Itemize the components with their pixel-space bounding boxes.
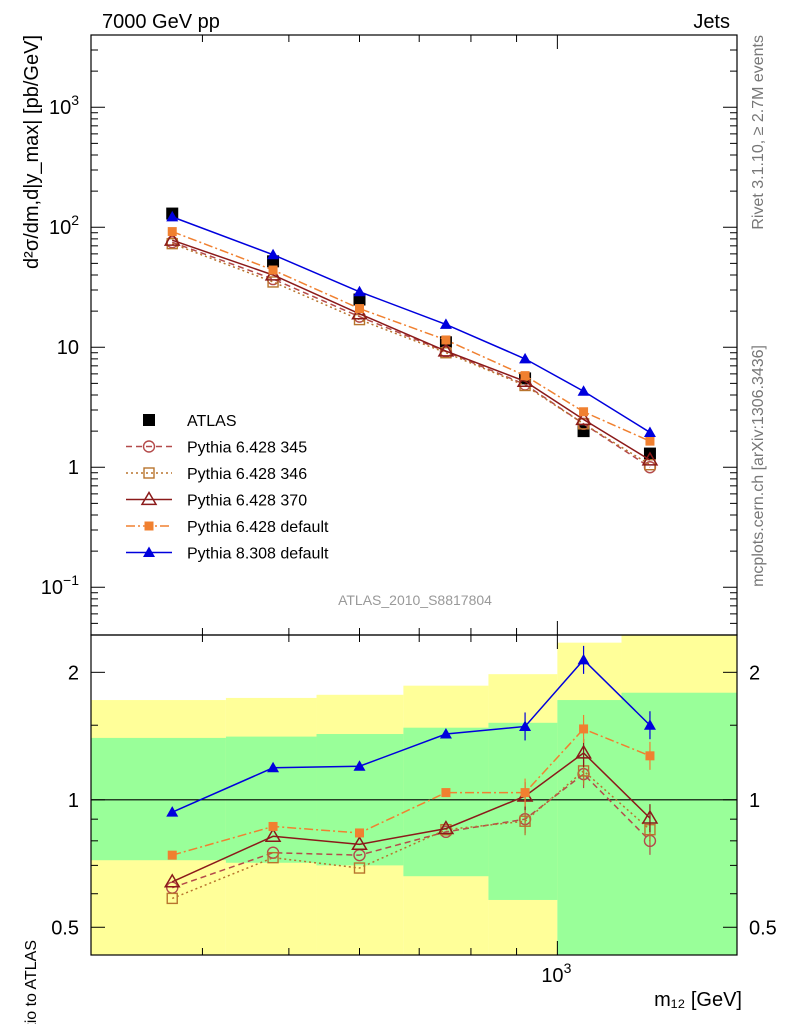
main-point-pythia-6-428-370	[575, 411, 592, 426]
inner-band-bin	[403, 727, 489, 877]
energy-label: 7000 GeV pp	[102, 11, 220, 33]
main-point-pythia-6-428-default	[645, 436, 655, 446]
main-y-tick-label: 102	[49, 212, 79, 239]
legend-marker-pythia-8-308-default	[143, 546, 155, 557]
main-point-pythia-8-308-default	[519, 352, 532, 364]
rivet-label: Rivet 3.1.10, ≥ 2.7M events	[750, 35, 767, 230]
ratio-point-pythia-8-308-default	[577, 653, 590, 665]
inner-band-bin	[91, 737, 226, 861]
main-point-pythia-6-428-default	[579, 407, 589, 417]
main-point-pythia-8-308-default	[439, 318, 452, 329]
main-point-atlas	[267, 255, 280, 268]
ratio-line-pythia-6-428-345	[171, 773, 651, 889]
main-point-pythia-8-308-default	[577, 385, 590, 396]
legend-label-pythia-6-428-346: Pythia 6.428 346	[187, 466, 307, 483]
analysis-watermark: ATLAS_2010_S8817804	[338, 592, 492, 608]
main-point-pythia-8-308-default	[643, 426, 656, 437]
ratio-point-pythia-8-308-default	[439, 728, 452, 739]
ratio-point-pythia-6-428-default	[579, 724, 589, 734]
main-point-pythia-6-428-default	[441, 335, 451, 345]
ratio-point-pythia-6-428-default	[354, 828, 364, 838]
legend-marker-pythia-6-428-default	[144, 521, 154, 531]
main-point-pythia-6-428-370	[163, 231, 181, 246]
main-y-tick-label: 10−1	[41, 572, 79, 599]
legend-marker-pythia-6-428-370	[140, 491, 158, 506]
main-point-atlas	[353, 293, 366, 306]
main-point-pythia-6-428-370	[641, 451, 659, 466]
ratio-y-tick-label-left: 2	[68, 662, 79, 684]
main-y-axis-label: d²σ/dm,d|y_max| [pb/GeV]	[21, 35, 43, 269]
main-point-pythia-6-428-346	[267, 276, 279, 288]
main-point-pythia-6-428-default	[520, 371, 530, 381]
ratio-point-pythia-8-308-default	[166, 806, 179, 817]
ratio-y-tick-label-left: 1	[68, 790, 79, 812]
inner-band-bin	[621, 692, 737, 955]
x-axis-label: m₁₂ [GeV]	[654, 989, 742, 1011]
legend-label-pythia-8-308-default: Pythia 8.308 default	[187, 546, 329, 563]
main-y-tick-label: 103	[49, 92, 79, 119]
ratio-point-pythia-8-308-default	[267, 761, 280, 773]
ratio-point-pythia-6-428-346	[353, 862, 366, 874]
ratio-point-pythia-8-308-default	[643, 719, 656, 730]
ratio-panel-frame	[90, 634, 738, 956]
main-point-pythia-6-428-370	[437, 342, 455, 357]
ratio-y-tick-label-right: 0.5	[749, 917, 777, 939]
main-line-pythia-8-308-default	[171, 216, 651, 434]
legend-marker-pythia-6-428-345	[142, 440, 156, 453]
ratio-point-pythia-8-308-default	[519, 720, 532, 731]
series-layer	[163, 207, 659, 905]
ratio-y-tick-label-right: 2	[749, 662, 760, 684]
legend-label-pythia-6-428-345: Pythia 6.428 345	[187, 440, 307, 457]
ratio-point-pythia-6-428-default	[167, 850, 177, 860]
ratio-point-pythia-6-428-default	[268, 821, 278, 831]
ratio-point-pythia-6-428-default	[441, 788, 451, 798]
main-y-tick-label: 1	[68, 457, 79, 479]
ratio-line-pythia-6-428-346	[171, 769, 651, 900]
main-point-pythia-6-428-370	[516, 372, 534, 387]
ratio-point-pythia-6-428-346	[519, 815, 531, 827]
ratio-point-pythia-6-428-default	[645, 751, 655, 761]
legend-marker-pythia-6-428-346	[143, 467, 155, 479]
ratio-uncertainty-bands	[91, 635, 737, 955]
main-point-pythia-6-428-default	[354, 304, 364, 314]
ratio-point-pythia-6-428-370	[163, 873, 181, 888]
ratio-point-pythia-6-428-370	[575, 744, 592, 759]
main-point-pythia-6-428-346	[166, 237, 178, 250]
ratio-point-pythia-6-428-default	[520, 788, 530, 798]
ratio-y-axis-label: Ratio to ATLAS	[23, 940, 40, 1024]
inner-band-bin	[557, 700, 622, 955]
main-point-pythia-8-308-default	[353, 285, 366, 297]
legend-label-atlas: ATLAS	[187, 413, 237, 430]
main-line-pythia-6-428-370	[171, 239, 651, 461]
ratio-point-pythia-8-308-default	[353, 760, 366, 771]
axis-ticks: 10−1 1 10 102 103 0.5 0.5 1 1 2 2 103	[41, 34, 777, 987]
ratio-point-pythia-6-428-370	[641, 809, 659, 824]
main-point-pythia-8-308-default	[267, 248, 280, 260]
main-point-pythia-6-428-default	[167, 227, 177, 237]
legend-label-pythia-6-428-370: Pythia 6.428 370	[187, 493, 307, 510]
main-y-tick-label: 10	[57, 337, 79, 359]
ratio-y-tick-label-left: 0.5	[51, 917, 79, 939]
legend-label-pythia-6-428-default: Pythia 6.428 default	[187, 519, 329, 536]
ratio-y-tick-label-right: 1	[749, 790, 760, 812]
ratio-point-pythia-6-428-370	[437, 820, 455, 835]
ratio-point-pythia-6-428-346	[267, 851, 279, 864]
ratio-point-pythia-6-428-346	[166, 892, 178, 905]
main-point-pythia-6-428-default	[268, 265, 278, 275]
legend-marker-atlas	[143, 414, 155, 426]
inner-band-bin	[488, 722, 558, 900]
legend: ATLAS Pythia 6.428 345 Pythia 6.428 346 Pyt…	[126, 413, 329, 563]
x-tick-label: 103	[541, 960, 571, 987]
process-label: Jets	[693, 11, 730, 33]
ratio-point-pythia-6-428-370	[264, 827, 282, 842]
ratio-point-pythia-6-428-370	[351, 835, 368, 850]
main-point-pythia-8-308-default	[166, 210, 179, 222]
mcplots-label: mcplots.cern.ch [arXiv:1306.3436]	[750, 345, 767, 587]
